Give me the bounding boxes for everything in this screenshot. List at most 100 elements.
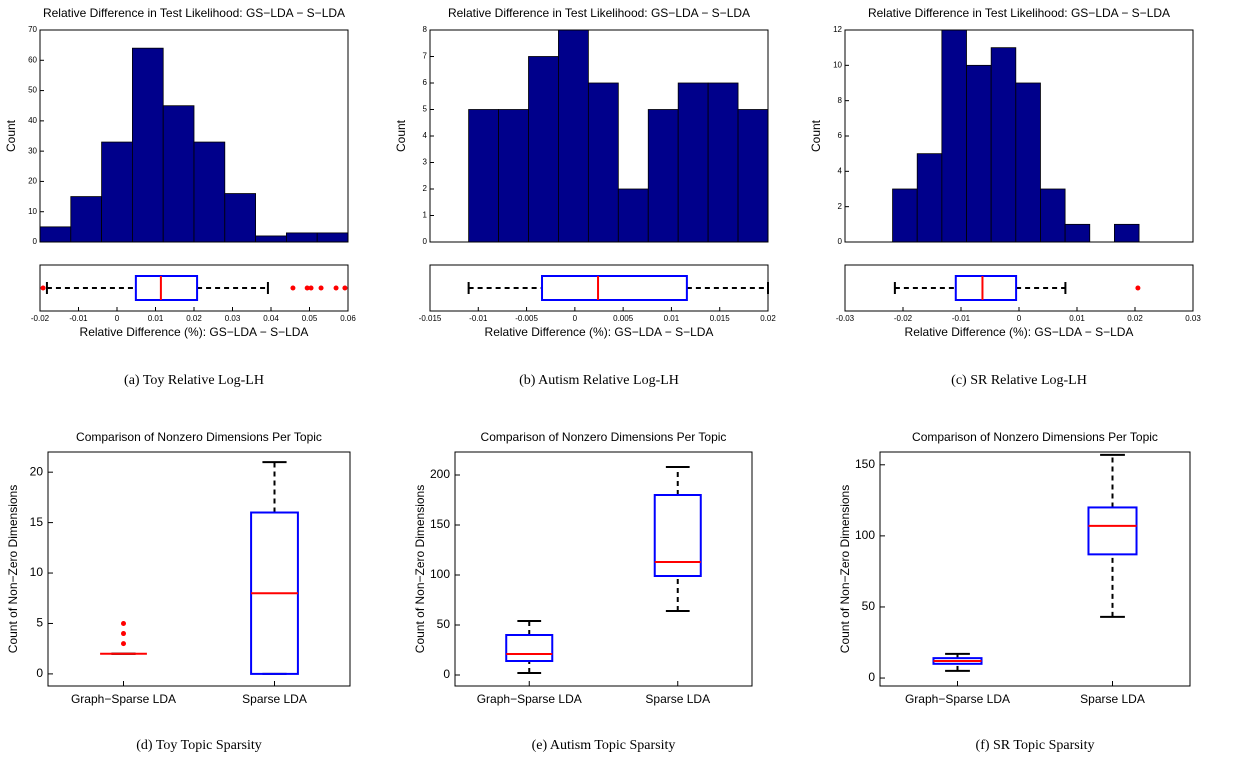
y-tick-label: 1 <box>423 211 428 220</box>
y-tick-label: 40 <box>28 116 37 125</box>
chart-title: Relative Difference in Test Likelihood: … <box>448 6 750 20</box>
histogram-bar <box>39 226 72 243</box>
histogram-bar <box>558 29 589 243</box>
histogram-bar <box>677 82 709 243</box>
x-tick-label: 0.02 <box>186 314 202 323</box>
y-tick-label: 6 <box>423 78 428 87</box>
x-tick-label: -0.005 <box>515 314 538 323</box>
caption: (b) Autism Relative Log-LH <box>519 373 679 388</box>
axes-frame <box>39 29 349 243</box>
y-axis-label: Count of Non−Zero Dimensions <box>6 485 20 653</box>
y-tick-label: 20 <box>30 464 44 478</box>
histogram-bar <box>285 232 318 243</box>
outlier <box>121 641 126 647</box>
x-tick-label: 0.05 <box>302 314 318 323</box>
x-tick-label: 0.02 <box>760 314 776 323</box>
x-tick-label: 0.015 <box>710 314 731 323</box>
histogram-bar <box>892 188 918 243</box>
y-tick-label: 0 <box>423 237 428 246</box>
y-tick-label: 4 <box>423 131 428 140</box>
histogram-bar <box>70 196 103 243</box>
box <box>653 494 702 577</box>
x-tick-label: 0 <box>1017 314 1022 323</box>
box <box>1087 506 1138 556</box>
y-tick-label: 0 <box>33 237 38 246</box>
y-tick-label: 200 <box>430 467 450 481</box>
histogram-bar <box>162 105 195 243</box>
x-tick-label: -0.01 <box>469 314 488 323</box>
x-tick-label: 0.005 <box>613 314 634 323</box>
histogram-bar <box>101 141 133 243</box>
y-tick-label: 8 <box>423 25 428 34</box>
x-axis-label: Relative Difference (%): GS−LDA − S−LDA <box>905 325 1134 339</box>
axes-frame <box>879 451 1191 687</box>
x-tick-label: Graph−Sparse LDA <box>477 692 582 706</box>
caption: (a) Toy Relative Log-LH <box>124 373 264 388</box>
chart-title: Relative Difference in Test Likelihood: … <box>43 6 345 20</box>
box <box>954 275 1018 301</box>
chart-title: Comparison of Nonzero Dimensions Per Top… <box>912 430 1158 444</box>
y-tick-label: 15 <box>30 515 44 529</box>
y-axis-label: Count <box>809 119 823 152</box>
y-tick-label: 6 <box>838 131 843 140</box>
histogram-bar <box>255 235 287 243</box>
x-tick-label: -0.01 <box>952 314 971 323</box>
histogram-bar <box>528 56 559 243</box>
y-tick-label: 0 <box>868 670 875 684</box>
x-tick-label: Graph−Sparse LDA <box>905 692 1010 706</box>
x-tick-label: -0.02 <box>894 314 913 323</box>
x-tick-label: Sparse LDA <box>242 692 307 706</box>
caption: (f) SR Topic Sparsity <box>976 738 1095 753</box>
histogram-bar <box>1114 223 1140 243</box>
histogram-bar <box>647 109 679 243</box>
y-tick-label: 50 <box>28 86 37 95</box>
chart-title: Comparison of Nonzero Dimensions Per Top… <box>76 430 322 444</box>
x-tick-label: 0.03 <box>1185 314 1201 323</box>
x-tick-label: 0 <box>115 314 120 323</box>
axes-frame <box>47 451 351 687</box>
histogram-bar <box>224 193 257 243</box>
histogram-bar <box>737 109 769 243</box>
y-axis-label: Count <box>4 119 18 152</box>
histogram-bar <box>941 29 967 243</box>
caption: (d) Toy Topic Sparsity <box>136 738 261 753</box>
y-tick-label: 7 <box>423 52 428 61</box>
caption: (c) SR Relative Log-LH <box>951 373 1087 388</box>
x-tick-label: Sparse LDA <box>1080 692 1145 706</box>
histogram-bar <box>1064 223 1091 243</box>
x-tick-label: 0.03 <box>225 314 241 323</box>
y-axis-label: Count of Non−Zero Dimensions <box>413 485 427 653</box>
y-tick-label: 8 <box>838 96 843 105</box>
y-tick-label: 150 <box>855 457 875 471</box>
y-axis-label: Count <box>394 119 408 152</box>
y-tick-label: 10 <box>30 565 44 579</box>
y-tick-label: 60 <box>28 55 37 64</box>
y-tick-label: 100 <box>430 567 450 581</box>
outlier <box>318 285 324 291</box>
y-tick-label: 50 <box>862 599 876 613</box>
chart-title: Relative Difference in Test Likelihood: … <box>868 6 1170 20</box>
outlier <box>290 285 296 291</box>
histogram-bar <box>966 64 992 243</box>
y-tick-label: 70 <box>28 25 37 34</box>
axes-frame <box>454 451 753 687</box>
y-tick-label: 150 <box>430 517 450 531</box>
x-tick-label: 0 <box>573 314 578 323</box>
histogram-bar <box>916 153 943 243</box>
x-axis-label: Relative Difference (%): GS−LDA − S−LDA <box>485 325 714 339</box>
outlier <box>1135 285 1141 291</box>
histogram-bar <box>193 141 226 243</box>
histogram-bar <box>468 109 499 243</box>
y-tick-label: 0 <box>36 666 43 680</box>
histogram-bar <box>131 47 164 243</box>
chart-title: Comparison of Nonzero Dimensions Per Top… <box>481 430 727 444</box>
x-tick-label: 0.06 <box>340 314 356 323</box>
x-tick-label: 0.01 <box>148 314 164 323</box>
y-tick-label: 5 <box>423 105 428 114</box>
box <box>541 275 688 301</box>
y-tick-label: 10 <box>833 60 842 69</box>
y-tick-label: 10 <box>28 207 37 216</box>
histogram-bar <box>498 109 529 243</box>
x-axis-label: Relative Difference (%): GS−LDA − S−LDA <box>80 325 309 339</box>
